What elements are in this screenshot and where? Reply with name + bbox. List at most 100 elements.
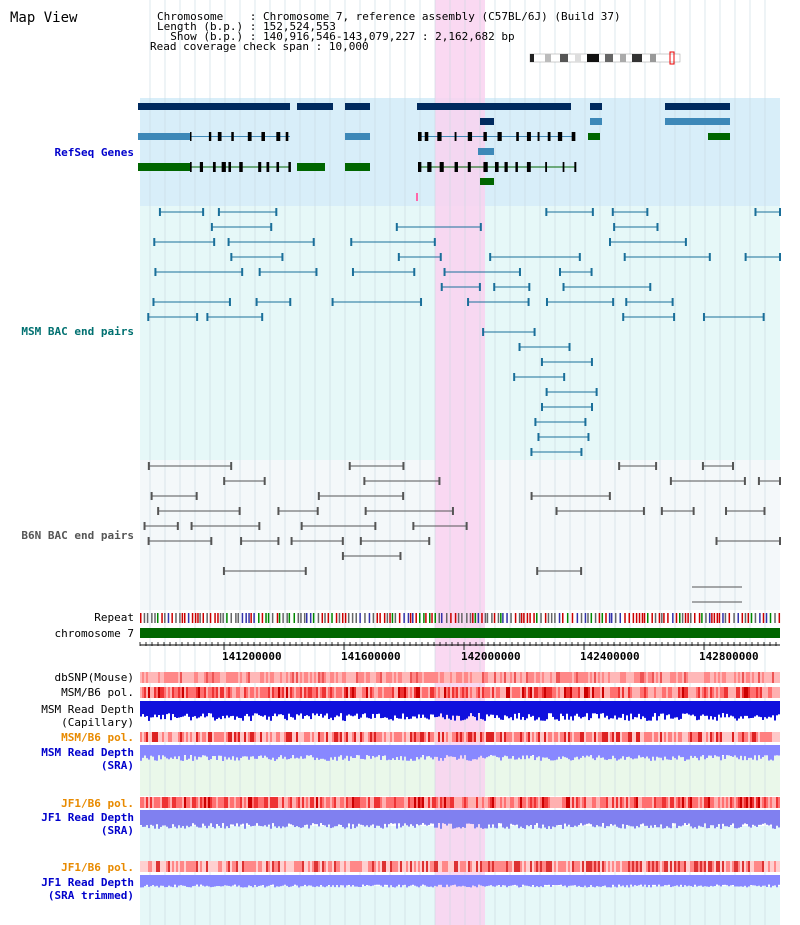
jf1-depth-trimmed-bar xyxy=(704,875,706,887)
jf1-depth-sra-bar xyxy=(638,810,640,828)
jf1-depth-trimmed-bar xyxy=(328,875,330,885)
jf1-depth-sra-bar xyxy=(258,810,260,826)
jf1-b6-pol-heat xyxy=(560,797,562,808)
jf1-b6-pol-heat xyxy=(762,861,764,872)
label-msm-b6-pol[interactable]: MSM/B6 pol. xyxy=(61,686,134,699)
label-msm-depth-sra-1[interactable]: MSM Read Depth xyxy=(41,746,134,759)
jf1-b6-pol-heat xyxy=(436,861,438,872)
jf1-depth-trimmed-bar xyxy=(592,875,594,887)
b6n-bac-pair-end xyxy=(157,507,160,515)
jf1-depth-sra-bar xyxy=(742,810,744,825)
jf1-depth-trimmed-bar xyxy=(742,875,744,887)
dbsnp-heat xyxy=(444,672,446,683)
jf1-depth-sra-bar xyxy=(152,810,154,826)
msm-b6-pol-heat xyxy=(616,687,618,698)
jf1-depth-sra-bar xyxy=(448,810,450,824)
repeat-feature xyxy=(608,613,611,623)
msm-depth-capillary-bar xyxy=(646,701,648,721)
msm-b6-pol-heat xyxy=(218,732,220,742)
jf1-b6-pol-heat xyxy=(738,861,740,872)
jf1-b6-pol-heat xyxy=(470,861,472,872)
jf1-depth-sra-bar xyxy=(674,810,676,824)
jf1-depth-trimmed-bar xyxy=(558,875,560,886)
msm-depth-capillary-bar xyxy=(464,701,466,720)
msm-depth-sra-bar xyxy=(526,745,528,756)
msm-depth-capillary-bar xyxy=(346,701,348,716)
msm-b6-pol-heat xyxy=(702,687,704,698)
jf1-b6-pol-heat xyxy=(410,861,412,872)
msm-depth-capillary-bar xyxy=(378,701,380,714)
label-jf1-b6-pol-2[interactable]: JF1/B6 pol. xyxy=(61,861,134,874)
label-dbsnp[interactable]: dbSNP(Mouse) xyxy=(54,671,134,684)
repeat-feature xyxy=(335,613,338,623)
msm-depth-capillary-bar xyxy=(194,701,196,717)
repeat-feature xyxy=(684,613,687,623)
dbsnp-heat xyxy=(352,672,354,683)
dbsnp-heat xyxy=(620,672,622,683)
msm-depth-capillary-bar xyxy=(554,701,556,720)
jf1-depth-sra-bar xyxy=(238,810,240,827)
dbsnp-heat xyxy=(462,672,464,683)
repeat-feature xyxy=(305,613,308,623)
label-b6n-bac[interactable]: B6N BAC end pairs xyxy=(21,529,134,542)
msm-bac-pair-end xyxy=(779,208,781,216)
label-jf1-depth-sra-1[interactable]: JF1 Read Depth xyxy=(41,811,134,824)
msm-depth-capillary-bar xyxy=(336,701,338,716)
label-jf1-b6-pol[interactable]: JF1/B6 pol. xyxy=(61,797,134,810)
jf1-depth-trimmed-bar xyxy=(484,875,486,887)
selection-highlight xyxy=(435,0,485,925)
label-jf1-depth-trim-1[interactable]: JF1 Read Depth xyxy=(41,876,134,889)
label-msm-depth-cap-1[interactable]: MSM Read Depth xyxy=(41,703,134,716)
jf1-b6-pol-heat xyxy=(238,861,240,872)
jf1-b6-pol-heat xyxy=(378,861,380,872)
label-refseq-genes[interactable]: RefSeq Genes xyxy=(54,146,134,159)
msm-bac-pair-end xyxy=(545,388,548,396)
repeat-feature xyxy=(529,613,531,623)
repeat-feature xyxy=(429,613,431,623)
msm-bac-pair-end xyxy=(395,223,398,231)
msm-depth-sra-bar xyxy=(390,745,392,760)
label-msm-b6-pol-2[interactable]: MSM/B6 pol. xyxy=(61,731,134,744)
repeat-feature xyxy=(718,613,721,623)
msm-b6-pol-heat xyxy=(584,687,586,698)
dbsnp-heat xyxy=(442,672,444,683)
msm-depth-sra-bar xyxy=(258,745,260,757)
page-title: Map View xyxy=(10,10,78,26)
dbsnp-heat xyxy=(724,672,726,683)
msm-b6-pol-heat xyxy=(274,687,276,698)
msm-b6-pol-heat xyxy=(140,687,142,698)
jf1-depth-trimmed-bar xyxy=(150,875,152,887)
dbsnp-heat xyxy=(374,672,376,683)
msm-depth-capillary-bar xyxy=(506,701,508,717)
msm-b6-pol-heat xyxy=(710,732,712,742)
msm-b6-pol-heat xyxy=(754,732,756,742)
msm-depth-sra-bar xyxy=(454,745,456,757)
msm-depth-sra-bar xyxy=(538,745,540,757)
msm-depth-sra-bar xyxy=(268,745,270,760)
dbsnp-heat xyxy=(204,672,206,683)
dbsnp-heat xyxy=(544,672,546,683)
dbsnp-heat xyxy=(672,672,674,683)
jf1-depth-sra-bar xyxy=(696,810,698,829)
jf1-b6-pol-heat xyxy=(148,861,150,872)
msm-depth-capillary-bar xyxy=(214,701,216,721)
msm-b6-pol-heat xyxy=(772,687,774,698)
msm-depth-capillary-bar xyxy=(544,701,546,721)
gene-block xyxy=(297,103,333,110)
jf1-b6-pol-heat xyxy=(612,861,614,872)
jf1-b6-pol-heat xyxy=(140,861,142,872)
label-repeat[interactable]: Repeat xyxy=(94,611,134,624)
msm-b6-pol-heat xyxy=(556,687,558,698)
msm-depth-capillary-bar xyxy=(292,701,294,718)
jf1-b6-pol-heat xyxy=(684,861,686,872)
jf1-b6-pol-heat xyxy=(396,797,398,808)
jf1-b6-pol-heat xyxy=(462,861,464,872)
jf1-depth-sra-bar xyxy=(282,810,284,827)
jf1-depth-sra-bar xyxy=(222,810,224,824)
msm-b6-pol-heat xyxy=(494,732,496,742)
msm-b6-pol-heat xyxy=(146,687,148,698)
label-msm-bac[interactable]: MSM BAC end pairs xyxy=(21,325,134,338)
jf1-depth-trimmed-bar xyxy=(376,875,378,885)
jf1-depth-trimmed-bar xyxy=(474,875,476,887)
